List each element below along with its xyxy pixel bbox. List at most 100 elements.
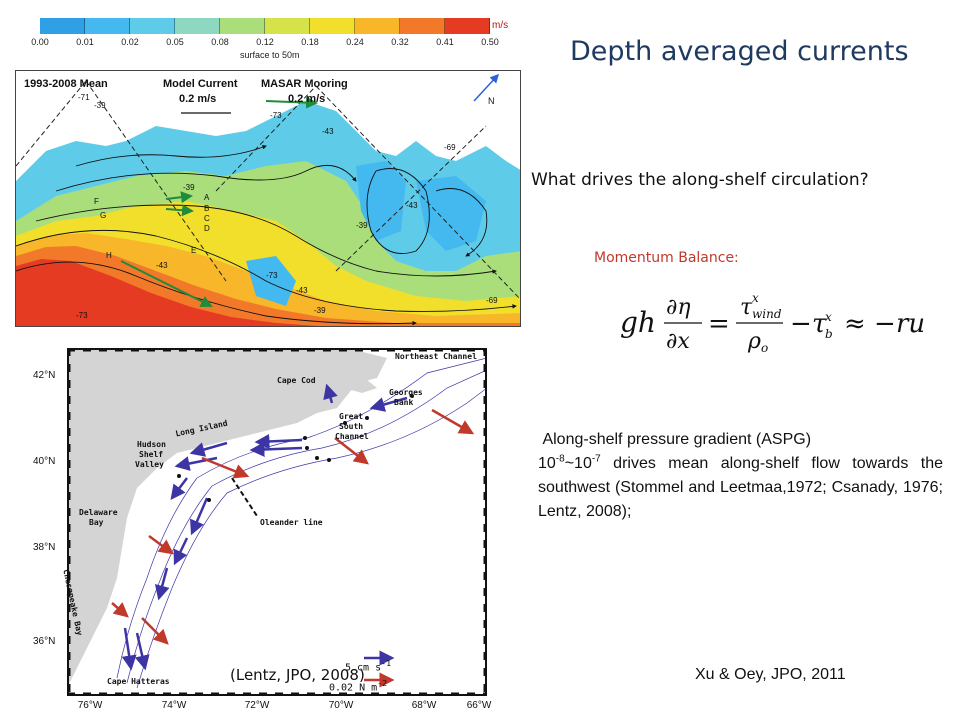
colorbar-tick-label: 0.00: [31, 37, 49, 47]
longitude-label: 66°W: [466, 700, 492, 711]
colorbar-tick-label: 0.50: [481, 37, 499, 47]
momentum-equation: gh ∂η ∂x = τ x wind ρ o − τ x b ≈ − ru: [618, 288, 953, 358]
svg-text:wind: wind: [752, 307, 782, 321]
place-hudson-2: Shelf: [139, 450, 164, 459]
contour-label: -43: [296, 286, 308, 295]
slide-title: Depth averaged currents: [570, 36, 909, 67]
svg-text:−: −: [790, 309, 812, 339]
site-letter: E: [191, 246, 197, 255]
legend-current-scale: 5 cm s-1: [345, 658, 391, 673]
colorbar-tick-label: 0.32: [391, 37, 409, 47]
contour-label: -73: [76, 311, 88, 320]
legend-masar-mooring: MASAR Mooring: [261, 78, 348, 90]
svg-text:gh: gh: [620, 306, 656, 339]
colorbar-segment: [85, 18, 130, 34]
place-georges-bank-1: Georges: [389, 388, 423, 397]
contour-label: -73: [270, 111, 282, 120]
contour-label: -39: [94, 101, 106, 110]
aspg-paragraph: Along-shelf pressure gradient (ASPG) 10-…: [538, 428, 943, 524]
place-delaware-1: Delaware: [79, 508, 118, 517]
aspg-sep: ~: [564, 455, 575, 472]
model-current-map-graphic: [16, 73, 520, 326]
colorbar: [40, 18, 490, 34]
latitude-label: 42°N: [33, 370, 56, 381]
legend-wind-stress-scale: 0.02 N m-2: [329, 678, 387, 693]
place-northeast-channel: Northeast Channel: [395, 352, 477, 361]
colorbar-tick-label: 0.41: [436, 37, 454, 47]
colorbar-tick-label: 0.05: [166, 37, 184, 47]
colorbar-tick-label: 0.18: [301, 37, 319, 47]
site-letter: B: [204, 204, 210, 213]
colorbar-caption: surface to 50m: [240, 50, 300, 60]
north-label: N: [488, 96, 495, 106]
svg-text:o: o: [761, 341, 768, 355]
aspg-exp1: -8: [555, 453, 565, 465]
legend-wind-stress-exp: -2: [377, 678, 388, 688]
svg-text:ρ: ρ: [747, 329, 761, 354]
contour-label: -69: [444, 143, 456, 152]
legend-current-scale-exp: -1: [381, 658, 392, 668]
svg-text:≈: ≈: [844, 309, 866, 339]
svg-text:b: b: [825, 327, 833, 341]
place-great-south-1: Great: [339, 412, 364, 421]
legend-mean: 1993-2008 Mean: [24, 78, 108, 90]
longitude-label: 74°W: [161, 700, 187, 711]
svg-text:ru: ru: [896, 309, 925, 339]
svg-text:−: −: [874, 309, 896, 339]
place-hudson-1: Hudson: [137, 440, 166, 449]
longitude-label: 72°W: [244, 700, 270, 711]
legend-masar-mooring-value: 0.2 m/s: [288, 93, 326, 105]
latitude-label: 38°N: [33, 542, 56, 553]
colorbar-segment: [175, 18, 220, 34]
site-letter: A: [204, 193, 210, 202]
place-georges-bank-2: Bank: [394, 398, 414, 407]
place-hudson-3: Valley: [135, 460, 164, 469]
colorbar-tick-label: 0.12: [256, 37, 274, 47]
colorbar-tick-label: 0.01: [76, 37, 94, 47]
svg-text:x: x: [825, 310, 832, 324]
contour-label: -39: [183, 183, 195, 192]
site-letter: G: [100, 211, 107, 220]
colorbar-tick-label: 0.08: [211, 37, 229, 47]
latitude-label: 36°N: [33, 636, 56, 647]
colorbar-segment: [265, 18, 310, 34]
latitude-label: 40°N: [33, 456, 56, 467]
place-cape-hatteras: Cape Hatteras: [107, 677, 170, 686]
colorbar-tick-label: 0.02: [121, 37, 139, 47]
aspg-line2: drives mean along-shelf flow towards the…: [538, 455, 943, 520]
longitude-label: 70°W: [328, 700, 354, 711]
colorbar-ticks: 0.00 0.01 0.02 0.05 0.08 0.12 0.18 0.24 0.32 0.41…: [31, 37, 499, 49]
svg-text:x: x: [752, 291, 759, 305]
lentz-observation-map: 42°N 40°N 38°N 36°N 76°W 74°W 72°W 70°W 68°W 66°…: [33, 348, 491, 711]
svg-text:∂η: ∂η: [666, 295, 691, 320]
colorbar-segment: [310, 18, 355, 34]
colorbar-tick-label: 0.24: [346, 37, 364, 47]
longitude-label: 68°W: [411, 700, 437, 711]
colorbar-unit: m/s: [492, 20, 509, 31]
colorbar-segment: [40, 18, 85, 34]
site-letter: D: [204, 224, 210, 233]
model-current-map: 1993-2008 Mean Model Current 0.2 m/s MAS…: [15, 70, 521, 327]
contour-label: -69: [486, 296, 498, 305]
colorbar-segment: [445, 18, 490, 34]
contour-label: -43: [406, 201, 418, 210]
aspg-line1: Along-shelf pressure gradient (ASPG): [542, 431, 812, 448]
citation-xu-oey: Xu & Oey, JPO, 2011: [695, 666, 846, 683]
legend-current-scale-text: 5 cm s: [345, 662, 382, 674]
place-great-south-3: Channel: [335, 432, 369, 441]
place-cape-cod: Cape Cod: [277, 376, 316, 385]
aspg-exp2: -7: [591, 453, 601, 465]
legend-model-current-value: 0.2 m/s: [179, 93, 217, 105]
contour-label: -71: [78, 93, 90, 102]
aspg-base1: 10: [538, 455, 556, 472]
legend-model-current: Model Current: [163, 78, 238, 90]
contour-label: -39: [314, 306, 326, 315]
svg-text:∂x: ∂x: [666, 329, 690, 354]
site-letter: C: [204, 214, 210, 223]
place-delaware-2: Bay: [89, 518, 104, 527]
place-great-south-2: South: [339, 422, 364, 431]
question-text: What drives the along-shelf circulation?: [531, 170, 869, 190]
contour-label: -73: [266, 271, 278, 280]
aspg-base2: 10: [574, 455, 592, 472]
place-oleander-line: Oleander line: [260, 518, 323, 527]
